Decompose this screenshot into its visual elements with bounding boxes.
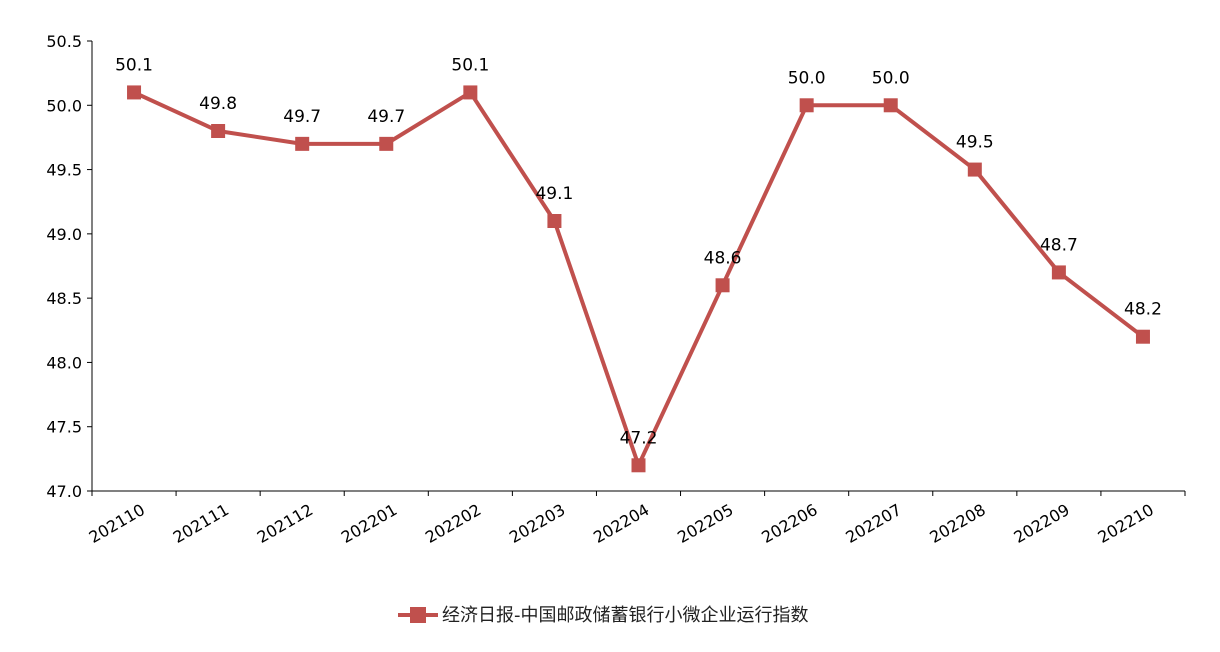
data-point-marker (379, 136, 394, 151)
data-point-marker (463, 85, 478, 100)
x-tick-label: 202112 (254, 500, 316, 547)
data-label: 49.7 (367, 107, 405, 127)
y-tick-label: 47.5 (46, 418, 82, 437)
x-tick-label: 202206 (758, 500, 820, 547)
data-label: 49.8 (199, 94, 237, 114)
x-tick-label: 202210 (1095, 500, 1157, 547)
x-tick-label: 202204 (590, 500, 652, 547)
y-tick-label: 47.0 (46, 482, 82, 501)
data-label: 50.0 (788, 68, 826, 88)
data-label: 49.5 (956, 133, 994, 153)
x-tick-label: 202203 (506, 500, 568, 547)
data-label: 50.0 (872, 68, 910, 88)
legend: 经济日报-中国邮政储蓄银行小微企业运行指数 (398, 605, 809, 626)
data-label: 48.7 (1040, 235, 1078, 255)
x-tick-label: 202207 (842, 500, 904, 547)
x-tick-labels: 202110 202111 202112 202201 202202 202203 2022… (86, 500, 1157, 547)
data-point-marker (1135, 329, 1150, 344)
x-tick-label: 202202 (422, 500, 484, 547)
data-point-marker (211, 124, 226, 138)
data-point-marker (547, 214, 562, 228)
x-tick-label: 202205 (674, 500, 736, 547)
x-tick-label: 202201 (338, 500, 400, 547)
y-tick-label: 50.5 (46, 32, 82, 51)
x-tick-label: 202111 (170, 500, 232, 547)
y-tick-labels: 47.0 47.5 48.0 48.5 49.0 49.5 50.0 50.5 (46, 32, 82, 501)
x-tick-label: 202208 (926, 500, 988, 547)
data-point-marker (295, 136, 310, 151)
data-label: 47.2 (620, 428, 658, 448)
y-tick-label: 49.5 (46, 161, 82, 180)
data-label: 49.1 (535, 184, 573, 204)
data-label: 48.2 (1124, 300, 1162, 320)
y-tick-label: 48.5 (46, 289, 82, 308)
data-point-marker (1051, 265, 1066, 280)
data-label: 48.6 (704, 248, 742, 268)
x-tick-label: 202209 (1010, 500, 1072, 547)
axes (87, 40, 1186, 496)
legend-label: 经济日报-中国邮政储蓄银行小微企业运行指数 (442, 605, 809, 626)
data-point-marker (631, 458, 646, 473)
data-label: 50.1 (115, 55, 153, 75)
data-point-marker (967, 162, 982, 177)
data-label: 50.1 (451, 55, 489, 75)
data-point-marker (127, 85, 142, 100)
data-label: 49.7 (283, 107, 321, 127)
legend-marker-swatch (410, 607, 426, 623)
data-point-marker (799, 98, 814, 113)
y-tick-label: 48.0 (46, 353, 82, 372)
x-tick-label: 202110 (86, 500, 148, 547)
y-tick-label: 50.0 (46, 96, 82, 115)
data-point-marker (715, 278, 730, 293)
series-group: 50.1 49.8 49.7 49.7 50.1 49.1 47.2 48.6 50.0 50.0… (115, 55, 1162, 473)
y-tick-label: 49.0 (46, 225, 82, 244)
data-point-marker (883, 98, 898, 113)
